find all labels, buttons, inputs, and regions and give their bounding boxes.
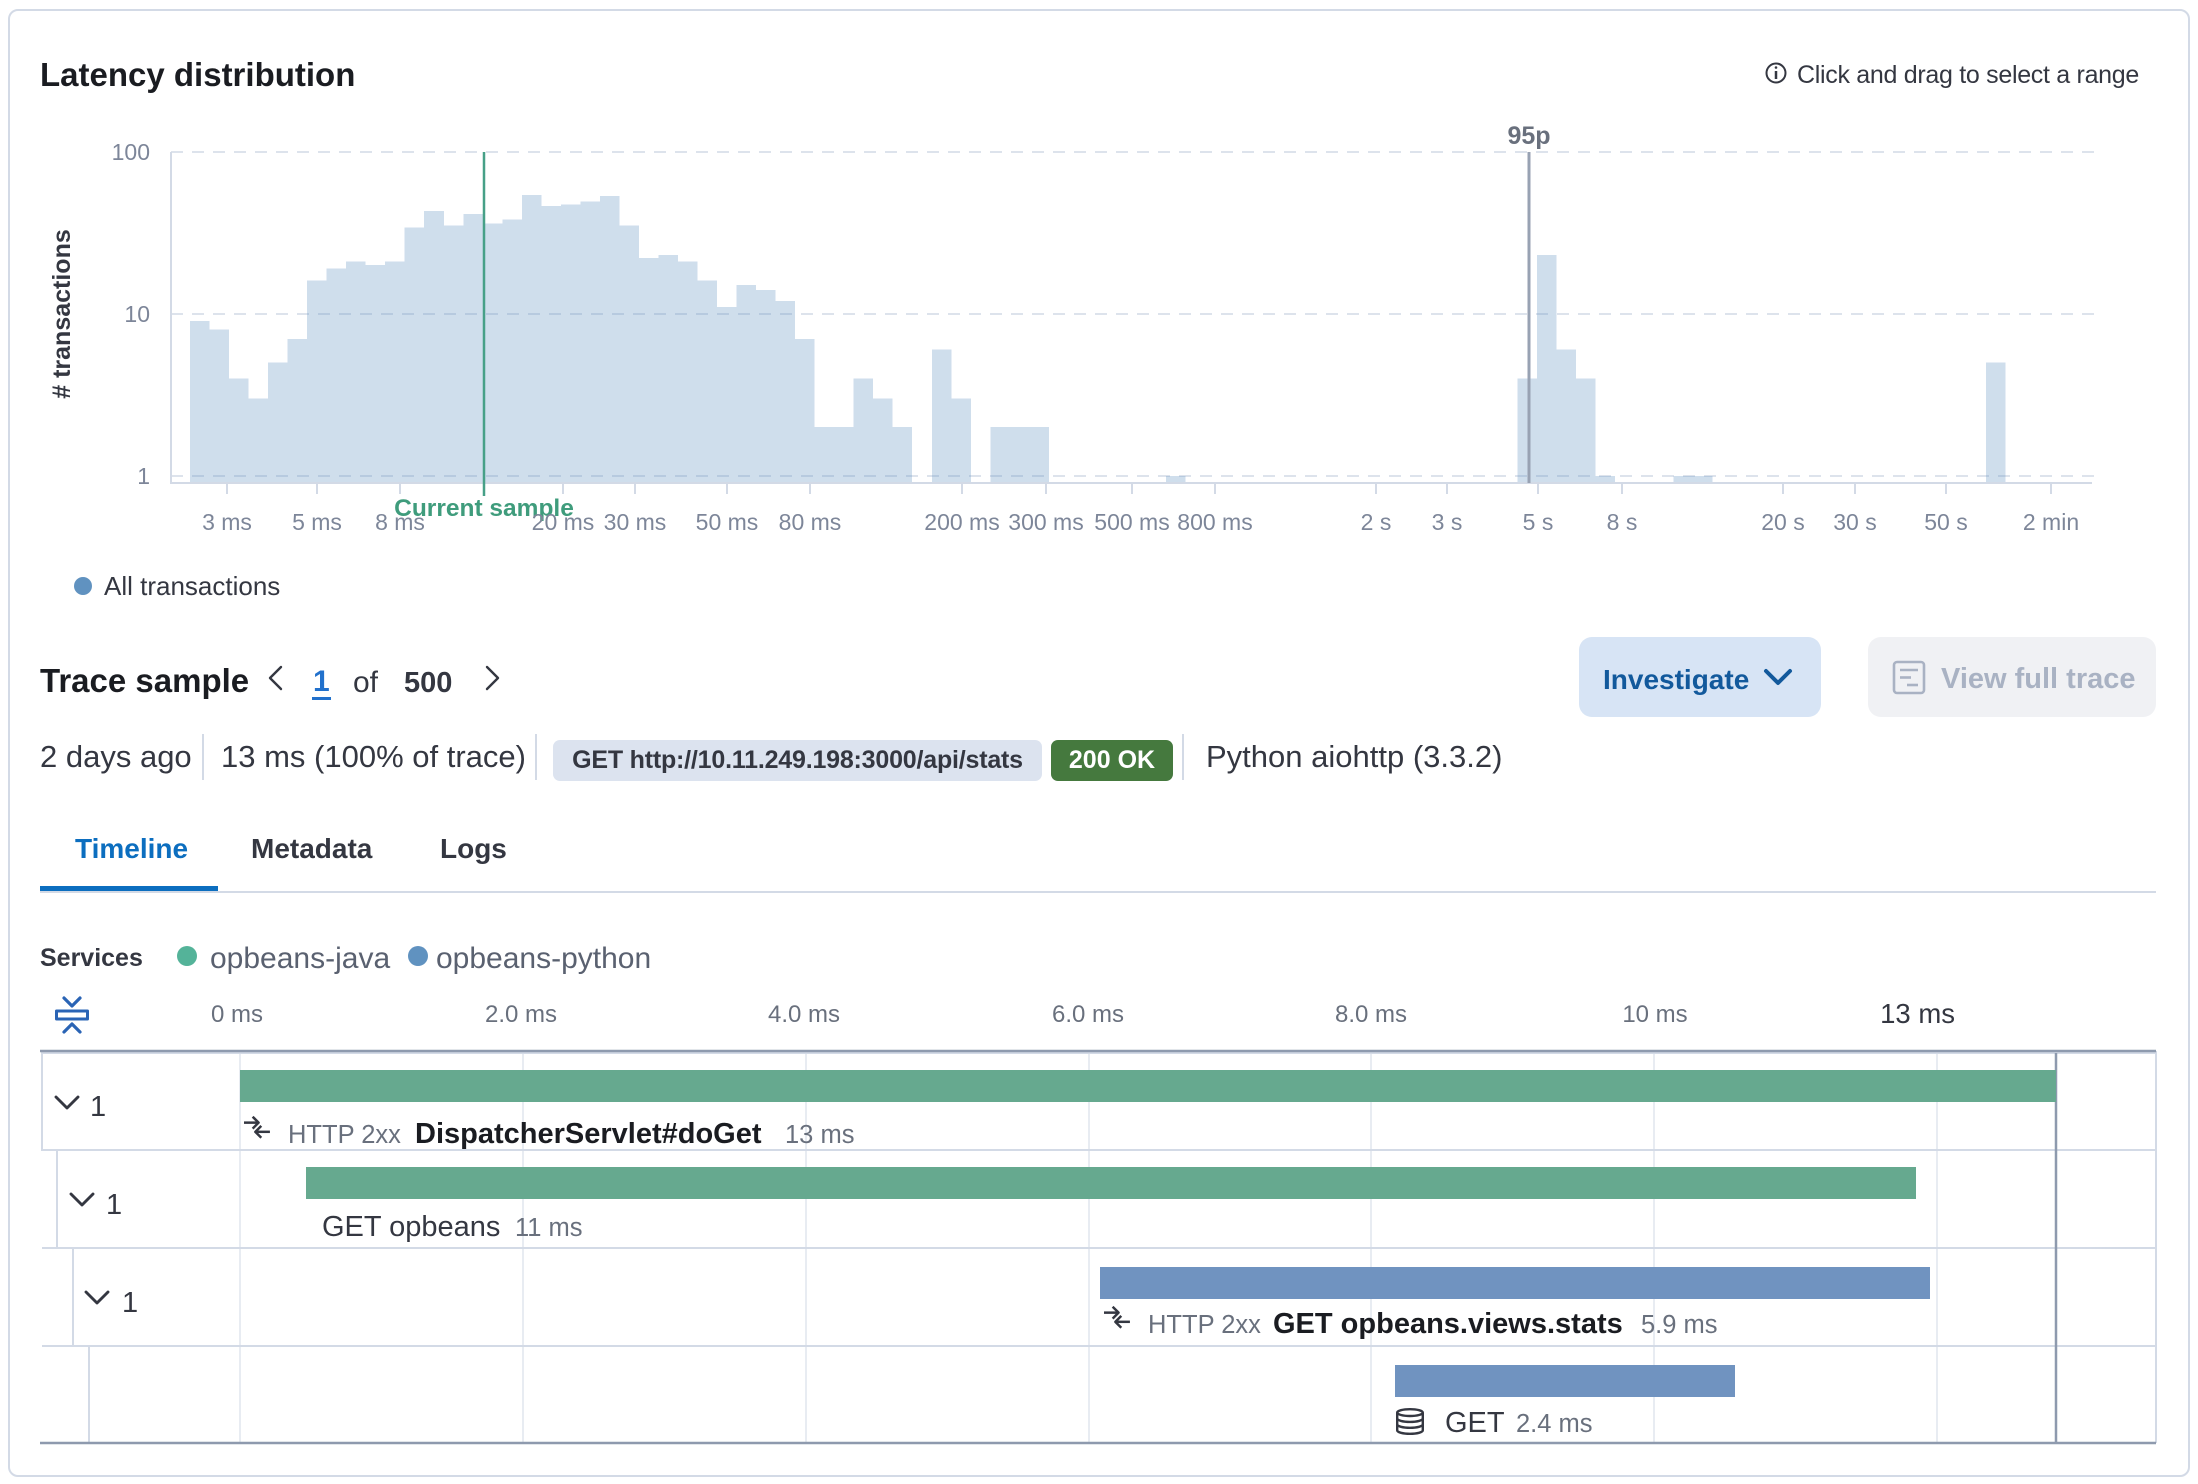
svg-text:50 s: 50 s	[1924, 509, 1967, 535]
svg-text:20 s: 20 s	[1761, 509, 1804, 535]
svg-text:13 ms: 13 ms	[785, 1121, 854, 1149]
svg-text:1: 1	[106, 1189, 122, 1221]
svg-text:GET: GET	[1445, 1407, 1505, 1439]
svg-text:2.0 ms: 2.0 ms	[485, 1001, 557, 1028]
svg-text:200 ms: 200 ms	[924, 509, 999, 535]
svg-text:# transactions: # transactions	[48, 229, 76, 399]
svg-text:DispatcherServlet#doGet: DispatcherServlet#doGet	[415, 1118, 762, 1150]
svg-text:HTTP 2xx: HTTP 2xx	[288, 1121, 401, 1149]
svg-text:2 min: 2 min	[2023, 509, 2079, 535]
svg-text:80 ms: 80 ms	[779, 509, 842, 535]
svg-text:All transactions: All transactions	[104, 571, 280, 601]
svg-text:13 ms: 13 ms	[1880, 998, 1955, 1029]
svg-text:8 s: 8 s	[1607, 509, 1638, 535]
svg-text:20 ms: 20 ms	[532, 509, 595, 535]
svg-text:30 s: 30 s	[1833, 509, 1876, 535]
svg-text:30 ms: 30 ms	[604, 509, 667, 535]
svg-text:0 ms: 0 ms	[211, 1001, 263, 1028]
svg-text:1: 1	[122, 1287, 138, 1319]
svg-text:2.4 ms: 2.4 ms	[1516, 1410, 1593, 1438]
svg-text:11 ms: 11 ms	[515, 1214, 583, 1242]
svg-text:3 ms: 3 ms	[202, 509, 252, 535]
svg-text:Current sample: Current sample	[394, 495, 574, 522]
svg-text:5 s: 5 s	[1523, 509, 1554, 535]
svg-text:3 s: 3 s	[1432, 509, 1463, 535]
svg-text:500 ms: 500 ms	[1094, 509, 1169, 535]
svg-text:50 ms: 50 ms	[696, 509, 759, 535]
svg-text:8.0 ms: 8.0 ms	[1335, 1001, 1407, 1028]
svg-text:800 ms: 800 ms	[1177, 509, 1252, 535]
svg-text:HTTP 2xx: HTTP 2xx	[1148, 1311, 1261, 1339]
svg-text:95p: 95p	[1507, 122, 1550, 150]
svg-text:4.0 ms: 4.0 ms	[768, 1001, 840, 1028]
svg-text:2 s: 2 s	[1361, 509, 1392, 535]
svg-text:100: 100	[112, 139, 150, 165]
svg-text:GET opbeans.views.stats: GET opbeans.views.stats	[1273, 1308, 1623, 1340]
svg-text:300 ms: 300 ms	[1008, 509, 1083, 535]
svg-text:GET opbeans: GET opbeans	[322, 1211, 500, 1243]
svg-text:5 ms: 5 ms	[292, 509, 342, 535]
svg-text:1: 1	[90, 1091, 106, 1123]
svg-text:5.9 ms: 5.9 ms	[1641, 1311, 1718, 1339]
svg-text:6.0 ms: 6.0 ms	[1052, 1001, 1124, 1028]
svg-text:10 ms: 10 ms	[1622, 1001, 1687, 1028]
svg-text:1: 1	[137, 463, 150, 489]
svg-text:8 ms: 8 ms	[375, 509, 425, 535]
svg-text:10: 10	[124, 301, 150, 327]
